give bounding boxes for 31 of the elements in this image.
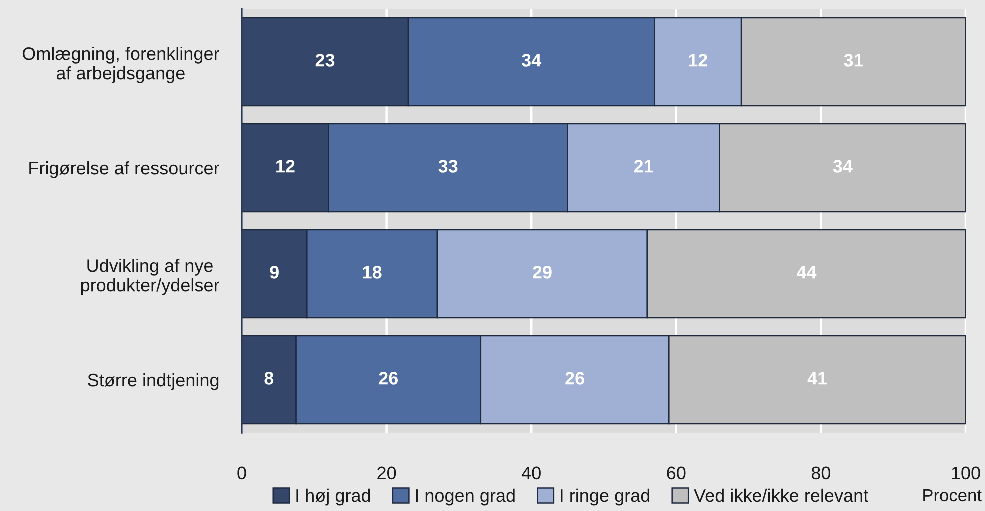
x-tick-label: 0	[238, 466, 246, 480]
legend-label: I nogen grad	[416, 488, 515, 506]
data-label: 44	[796, 266, 817, 279]
data-label: 41	[808, 372, 828, 385]
x-tick-label: 80	[812, 466, 831, 480]
data-label: 12	[276, 160, 295, 173]
data-label: 31	[844, 54, 864, 67]
y-tick-label: Større indtjening	[88, 373, 219, 390]
data-label: 33	[438, 160, 458, 173]
data-label: 18	[363, 266, 382, 279]
legend-label: I ringe grad	[561, 488, 650, 506]
y-tick-label: Omlægning, forenklinger af arbejdsgange	[22, 47, 220, 84]
data-label: 29	[533, 266, 552, 279]
x-tick-label: 20	[378, 466, 396, 480]
y-tick-label: Udvikling af nye produkter/ydelser	[81, 259, 220, 296]
data-label: 26	[566, 372, 584, 385]
legend-label: Ved ikke/ikke relevant	[694, 488, 869, 502]
data-label: 34	[522, 54, 542, 67]
data-label: 26	[379, 372, 398, 385]
data-label: 21	[634, 160, 654, 173]
x-tick-label: 60	[667, 466, 686, 480]
data-label: 12	[689, 54, 708, 67]
x-tick-label: 100	[952, 466, 980, 480]
y-tick-label: Frigørelse af ressourcer	[30, 161, 220, 178]
x-axis-title: Procent	[924, 490, 982, 502]
x-tick-label: 40	[522, 466, 541, 480]
data-label: 9	[270, 266, 279, 279]
legend-label: I høj grad	[296, 488, 370, 506]
data-label: 23	[316, 54, 335, 67]
data-label: 34	[833, 160, 853, 173]
data-label: 8	[264, 372, 274, 385]
